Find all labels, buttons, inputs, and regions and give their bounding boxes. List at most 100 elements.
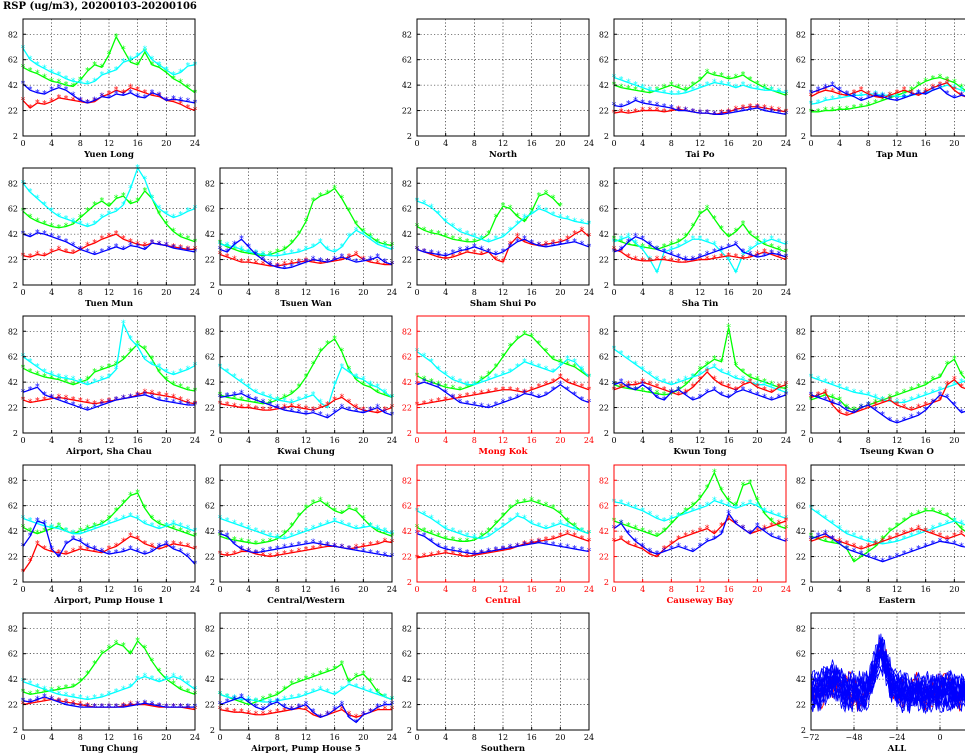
tick-label-y: 2 — [407, 726, 412, 735]
data-point: * — [157, 396, 162, 406]
data-point: * — [429, 537, 434, 547]
tick-label-x: 12 — [892, 139, 902, 148]
data-point: * — [443, 545, 448, 555]
data-point: * — [143, 355, 148, 365]
tick-label-x: 0 — [20, 585, 25, 594]
tick-label-x: 16 — [330, 585, 340, 594]
data-point: * — [931, 86, 936, 96]
data-point: * — [225, 253, 230, 263]
data-point: * — [816, 535, 821, 545]
data-point: * — [501, 522, 506, 532]
data-point: * — [494, 214, 499, 224]
data-point: * — [282, 393, 287, 403]
data-point: * — [565, 544, 570, 554]
data-point: * — [916, 411, 921, 421]
data-point: * — [655, 383, 660, 393]
data-point: * — [100, 401, 105, 411]
data-point: * — [558, 373, 563, 383]
series-line-green — [613, 327, 787, 396]
data-point: * — [186, 247, 191, 257]
data-point: * — [311, 525, 316, 535]
data-point: * — [436, 397, 441, 407]
data-point: * — [691, 547, 696, 557]
data-point: * — [275, 396, 280, 406]
data-point: * — [361, 257, 366, 267]
data-point: * — [443, 254, 448, 264]
data-point: * — [479, 250, 484, 260]
data-point: * — [42, 220, 47, 230]
data-point: * — [246, 404, 251, 414]
data-point: * — [232, 240, 237, 250]
data-point: * — [572, 230, 577, 240]
data-point: * — [837, 540, 842, 550]
data-point: * — [239, 390, 244, 400]
data-point: * — [648, 86, 653, 96]
tick-label-y: 82 — [402, 30, 412, 39]
data-point: * — [508, 368, 513, 378]
tick-label-y: 2 — [407, 281, 412, 290]
tick-label-y: 62 — [8, 56, 18, 65]
data-point: * — [85, 67, 90, 77]
data-point: * — [938, 373, 943, 383]
data-point: * — [873, 540, 878, 550]
data-point: * — [873, 99, 878, 109]
data-point: * — [178, 211, 183, 221]
data-point: * — [769, 396, 774, 406]
data-point: * — [49, 547, 54, 557]
data-point: * — [888, 396, 893, 406]
data-point: * — [28, 67, 33, 77]
data-point: * — [852, 409, 857, 419]
data-point: * — [572, 358, 577, 368]
data-point: * — [332, 335, 337, 345]
data-point: * — [572, 381, 577, 391]
summary-line — [810, 651, 965, 712]
data-point: * — [537, 192, 542, 202]
data-point: * — [741, 525, 746, 535]
data-point: * — [318, 544, 323, 554]
data-point: * — [297, 704, 302, 714]
data-point: * — [443, 396, 448, 406]
data-point: * — [28, 188, 33, 198]
data-point: * — [246, 539, 251, 549]
tick-label-x: 0 — [414, 288, 419, 297]
data-point: * — [311, 391, 316, 401]
tick-label-x: 8 — [472, 436, 477, 445]
data-point: * — [501, 258, 506, 268]
data-point: * — [572, 391, 577, 401]
data-point: * — [135, 489, 140, 499]
data-point: * — [769, 522, 774, 532]
data-point: * — [544, 189, 549, 199]
tick-label-x: 20 — [555, 139, 565, 148]
data-point: * — [150, 89, 155, 99]
data-point: * — [648, 240, 653, 250]
data-point: * — [275, 252, 280, 262]
data-point: * — [178, 547, 183, 557]
data-point: * — [186, 365, 191, 375]
data-point: * — [522, 238, 527, 248]
data-point: * — [340, 544, 345, 554]
data-point: * — [931, 75, 936, 85]
tick-label-x: 4 — [443, 733, 448, 742]
data-point: * — [572, 238, 577, 248]
data-point: * — [383, 551, 388, 561]
data-point: * — [823, 391, 828, 401]
data-point: * — [268, 537, 273, 547]
data-point: * — [354, 226, 359, 236]
data-point: * — [150, 91, 155, 101]
data-point: * — [28, 233, 33, 243]
data-point: * — [852, 406, 857, 416]
tick-label-y: 2 — [801, 726, 806, 735]
series-line-cyan — [22, 515, 196, 535]
data-point: * — [777, 520, 782, 530]
data-point: * — [347, 680, 352, 690]
data-point: * — [71, 699, 76, 709]
data-point: * — [931, 84, 936, 94]
data-point: * — [698, 109, 703, 119]
data-point: * — [282, 550, 287, 560]
data-point: * — [42, 201, 47, 211]
data-point: * — [662, 84, 667, 94]
data-point: * — [135, 240, 140, 250]
data-point: * — [443, 388, 448, 398]
data-point: * — [895, 532, 900, 542]
